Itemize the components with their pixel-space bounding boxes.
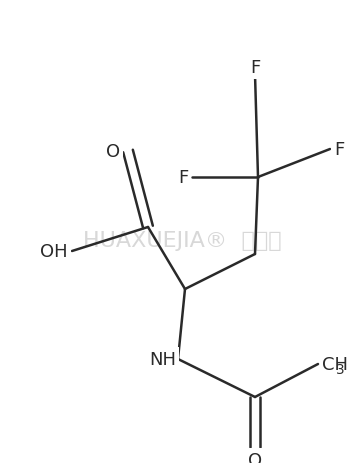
Text: F: F bbox=[178, 169, 188, 187]
Text: O: O bbox=[106, 143, 120, 161]
Text: O: O bbox=[248, 451, 262, 463]
Text: 3: 3 bbox=[336, 362, 345, 376]
Text: OH: OH bbox=[40, 243, 68, 260]
Text: HUAXUEJIA®  化学加: HUAXUEJIA® 化学加 bbox=[83, 231, 281, 251]
Text: F: F bbox=[250, 59, 260, 77]
Text: NH: NH bbox=[149, 350, 176, 368]
Text: CH: CH bbox=[322, 355, 348, 373]
Text: F: F bbox=[334, 141, 344, 159]
